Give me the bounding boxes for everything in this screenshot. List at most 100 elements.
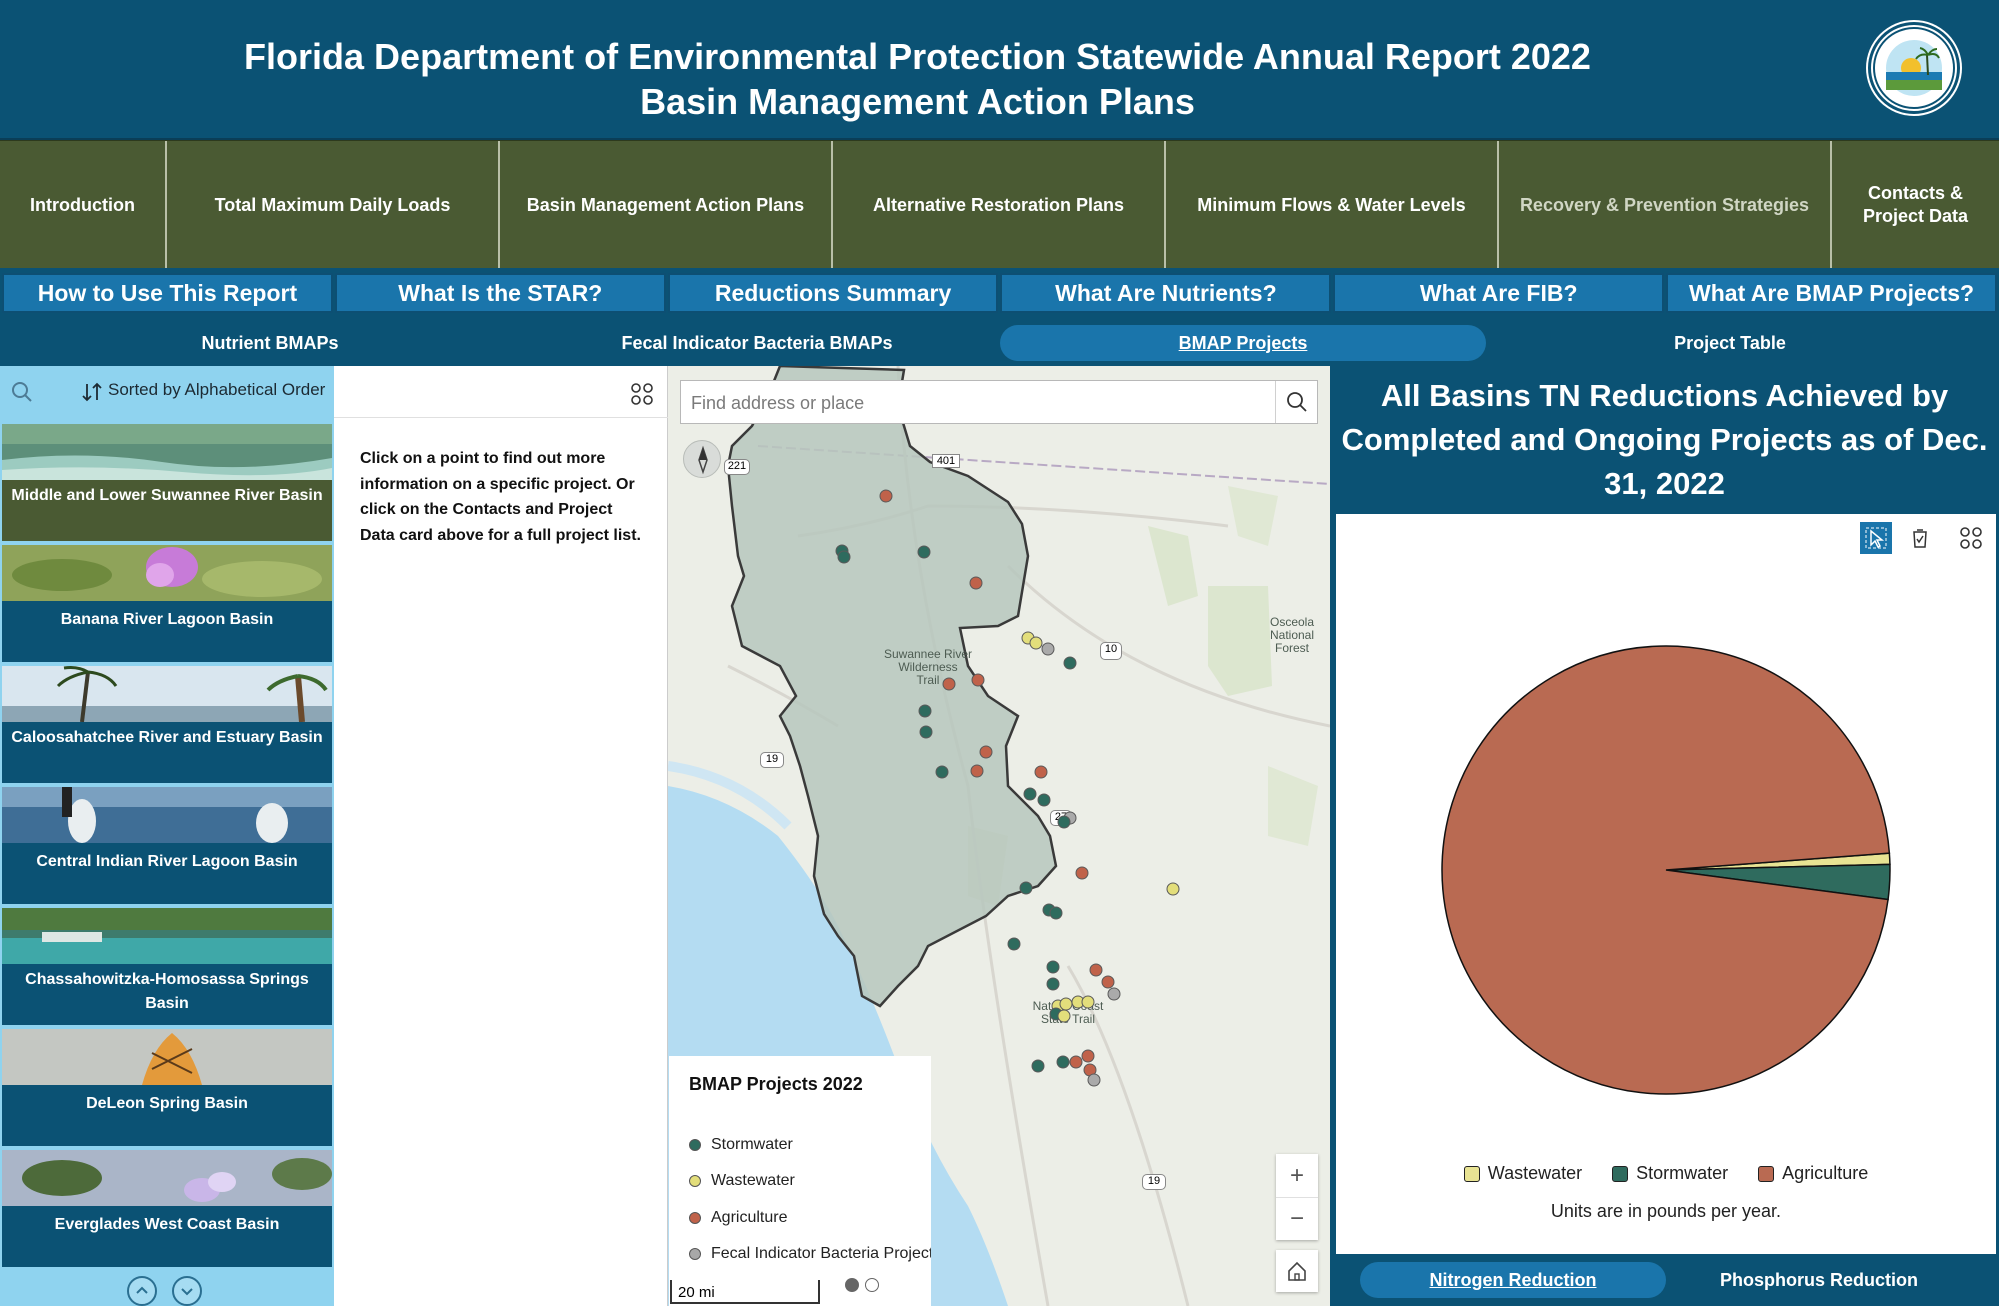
nav-contacts-project-data[interactable]: Contacts & Project Data <box>1862 183 1969 226</box>
chevron-up-icon <box>136 1286 148 1294</box>
basin-card-central-indian-river[interactable]: Central Indian River Lagoon Basin <box>2 787 332 904</box>
search-icon <box>1287 392 1307 412</box>
legend-title: BMAP Projects 2022 <box>689 1074 863 1094</box>
plus-icon: + <box>1289 1161 1304 1189</box>
legend-label: Stormwater <box>1636 1163 1729 1183</box>
legend-item-wastewater: Wastewater <box>689 1172 795 1190</box>
route-shield: 19 <box>760 752 784 768</box>
map-compass-button[interactable] <box>683 440 721 478</box>
pie-legend-item-wastewater[interactable]: Wastewater <box>1463 1163 1582 1184</box>
tab-fib-bmaps[interactable]: Fecal Indicator Bacteria BMAPs <box>621 332 893 353</box>
legend-label: Wastewater <box>711 1172 795 1189</box>
home-icon <box>1288 1261 1306 1281</box>
basin-card-caloosahatchee[interactable]: Caloosahatchee River and Estuary Basin <box>2 666 332 783</box>
route-shield: 221 <box>724 459 750 475</box>
basin-card-label: Chassahowitzka-Homosassa Springs Basin <box>25 971 309 1012</box>
legend-label: Agriculture <box>1782 1163 1869 1183</box>
basin-photo <box>2 545 332 601</box>
basin-card-label: Caloosahatchee River and Estuary Basin <box>11 729 323 746</box>
nav-alternative-restoration-plans[interactable]: Alternative Restoration Plans <box>833 141 1166 269</box>
basin-photo <box>2 666 332 722</box>
legend-page-dot-active[interactable] <box>845 1278 859 1292</box>
list-next-button[interactable] <box>172 1276 202 1306</box>
route-shield: 401 <box>932 454 960 468</box>
nav-reductions-summary[interactable]: Reductions Summary <box>667 273 999 313</box>
legend-swatch <box>1612 1165 1629 1182</box>
nav-total-maximum-daily-loads[interactable]: Total Maximum Daily Loads <box>167 141 500 269</box>
project-points-layer[interactable] <box>668 366 1330 1306</box>
tab-bmap-projects[interactable]: BMAP Projects <box>1000 325 1486 361</box>
zoom-in-button[interactable]: + <box>1276 1154 1318 1197</box>
basin-card-everglades-west-coast[interactable]: Everglades West Coast Basin <box>2 1150 332 1267</box>
pie-legend-item-stormwater[interactable]: Stormwater <box>1612 1163 1728 1184</box>
info-toolbar <box>334 366 668 418</box>
chart-menu-button[interactable] <box>1955 522 1987 554</box>
legend-item-agriculture: Agriculture <box>689 1209 787 1227</box>
basin-photo <box>2 908 332 964</box>
pie-chart[interactable] <box>1336 514 1996 1254</box>
map-search-box <box>680 380 1318 424</box>
nav-basin-management-action-plans[interactable]: Basin Management Action Plans <box>500 141 833 269</box>
basin-card-chassahowitzka[interactable]: Chassahowitzka-Homosassa Springs Basin <box>2 908 332 1025</box>
clear-selection-icon <box>1913 529 1927 548</box>
minus-icon: − <box>1289 1205 1304 1232</box>
search-icon[interactable] <box>10 380 34 404</box>
tab-nutrient-bmaps[interactable]: Nutrient BMAPs <box>201 332 339 353</box>
info-panel: Click on a point to find out more inform… <box>334 366 668 1306</box>
nav-what-are-bmap-projects[interactable]: What Are BMAP Projects? <box>1666 273 1997 313</box>
legend-item-stormwater: Stormwater <box>689 1136 793 1154</box>
basin-card-middle-lower-suwannee[interactable]: Middle and Lower Suwannee River Basin <box>2 424 332 541</box>
pie-slice-agriculture[interactable] <box>1441 645 1891 1095</box>
chart-title: All Basins TN Reductions Achieved by Com… <box>1341 378 1988 501</box>
map-search-input[interactable] <box>691 389 1251 417</box>
tab-nitrogen-reduction[interactable]: Nitrogen Reduction <box>1360 1262 1666 1298</box>
chevron-down-icon <box>181 1288 193 1296</box>
list-previous-button[interactable] <box>127 1276 157 1306</box>
nav-what-is-star[interactable]: What Is the STAR? <box>334 273 666 313</box>
map-search-button[interactable] <box>1275 381 1317 423</box>
basin-card-label: DeLeon Spring Basin <box>86 1095 248 1112</box>
legend-swatch <box>1758 1165 1775 1182</box>
basin-card-banana-river[interactable]: Banana River Lagoon Basin <box>2 545 332 662</box>
legend-label: Stormwater <box>711 1136 793 1153</box>
widget-menu-icon[interactable] <box>630 382 654 406</box>
clear-selection-button[interactable] <box>1904 522 1936 554</box>
tab-phosphorus-reduction[interactable]: Phosphorus Reduction <box>1720 1269 1918 1290</box>
basin-card-deleon-spring[interactable]: DeLeon Spring Basin <box>2 1029 332 1146</box>
nav-what-are-nutrients[interactable]: What Are Nutrients? <box>1000 273 1332 313</box>
sort-icon[interactable] <box>80 380 104 404</box>
nav-how-to-use[interactable]: How to Use This Report <box>2 273 333 313</box>
info-instructions: Click on a point to find out more inform… <box>360 450 641 544</box>
map-label-trail: Suwannee River Wilderness Trail <box>883 647 973 687</box>
fdep-seal-icon <box>1868 22 1960 114</box>
basin-card-label: Middle and Lower Suwannee River Basin <box>11 487 323 504</box>
sort-label[interactable]: Sorted by Alphabetical Order <box>108 380 326 399</box>
legend-dot <box>689 1248 701 1260</box>
route-shield: 19 <box>1142 1174 1166 1190</box>
basin-card-label: Banana River Lagoon Basin <box>60 611 274 628</box>
nav-minimum-flows-water-levels[interactable]: Minimum Flows & Water Levels <box>1166 141 1499 269</box>
widget-menu-icon <box>1960 527 1982 549</box>
legend-dot <box>689 1212 701 1224</box>
zoom-out-button[interactable]: − <box>1276 1197 1318 1240</box>
map-scale-bar: 20 mi <box>670 1280 820 1304</box>
nav-what-are-fib[interactable]: What Are FIB? <box>1333 273 1665 313</box>
pie-legend-item-agriculture[interactable]: Agriculture <box>1758 1163 1868 1184</box>
cursor-select-icon <box>1865 527 1887 549</box>
legend-page-dot[interactable] <box>865 1278 879 1292</box>
map-home-button[interactable] <box>1276 1250 1318 1292</box>
pie-legend: Wastewater Stormwater Agriculture <box>1336 1163 1996 1184</box>
route-shield: 10 <box>1100 642 1122 660</box>
chart-area <box>1336 514 1996 1254</box>
primary-nav: Introduction Total Maximum Daily Loads B… <box>0 140 1999 269</box>
nav-introduction[interactable]: Introduction <box>0 141 167 269</box>
select-tool-button[interactable] <box>1860 522 1892 554</box>
map-zoom-controls: + − <box>1276 1154 1318 1240</box>
legend-dot <box>689 1175 701 1187</box>
legend-label: Agriculture <box>711 1209 788 1226</box>
nav-recovery-prevention-strategies[interactable]: Recovery & Prevention Strategies <box>1499 141 1832 269</box>
list-toolbar: Sorted by Alphabetical Order <box>0 366 334 420</box>
legend-dot <box>689 1139 701 1151</box>
legend-item-fib: Fecal Indicator Bacteria Projects <box>689 1245 931 1263</box>
tab-project-table[interactable]: Project Table <box>1674 332 1786 353</box>
